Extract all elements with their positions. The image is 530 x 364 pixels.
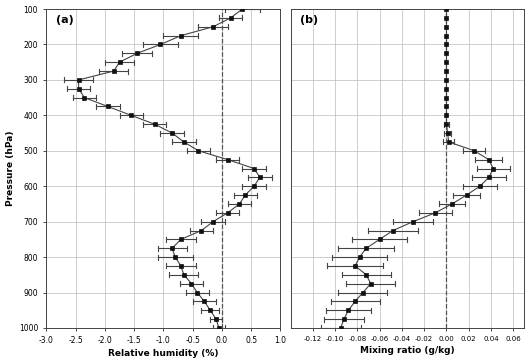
X-axis label: Relative humidity (%): Relative humidity (%) bbox=[108, 349, 219, 359]
Y-axis label: Pressure (hPa): Pressure (hPa) bbox=[5, 131, 14, 206]
Text: (a): (a) bbox=[56, 15, 74, 25]
X-axis label: Mixing ratio (g/kg): Mixing ratio (g/kg) bbox=[360, 347, 455, 355]
Text: (b): (b) bbox=[300, 15, 318, 25]
